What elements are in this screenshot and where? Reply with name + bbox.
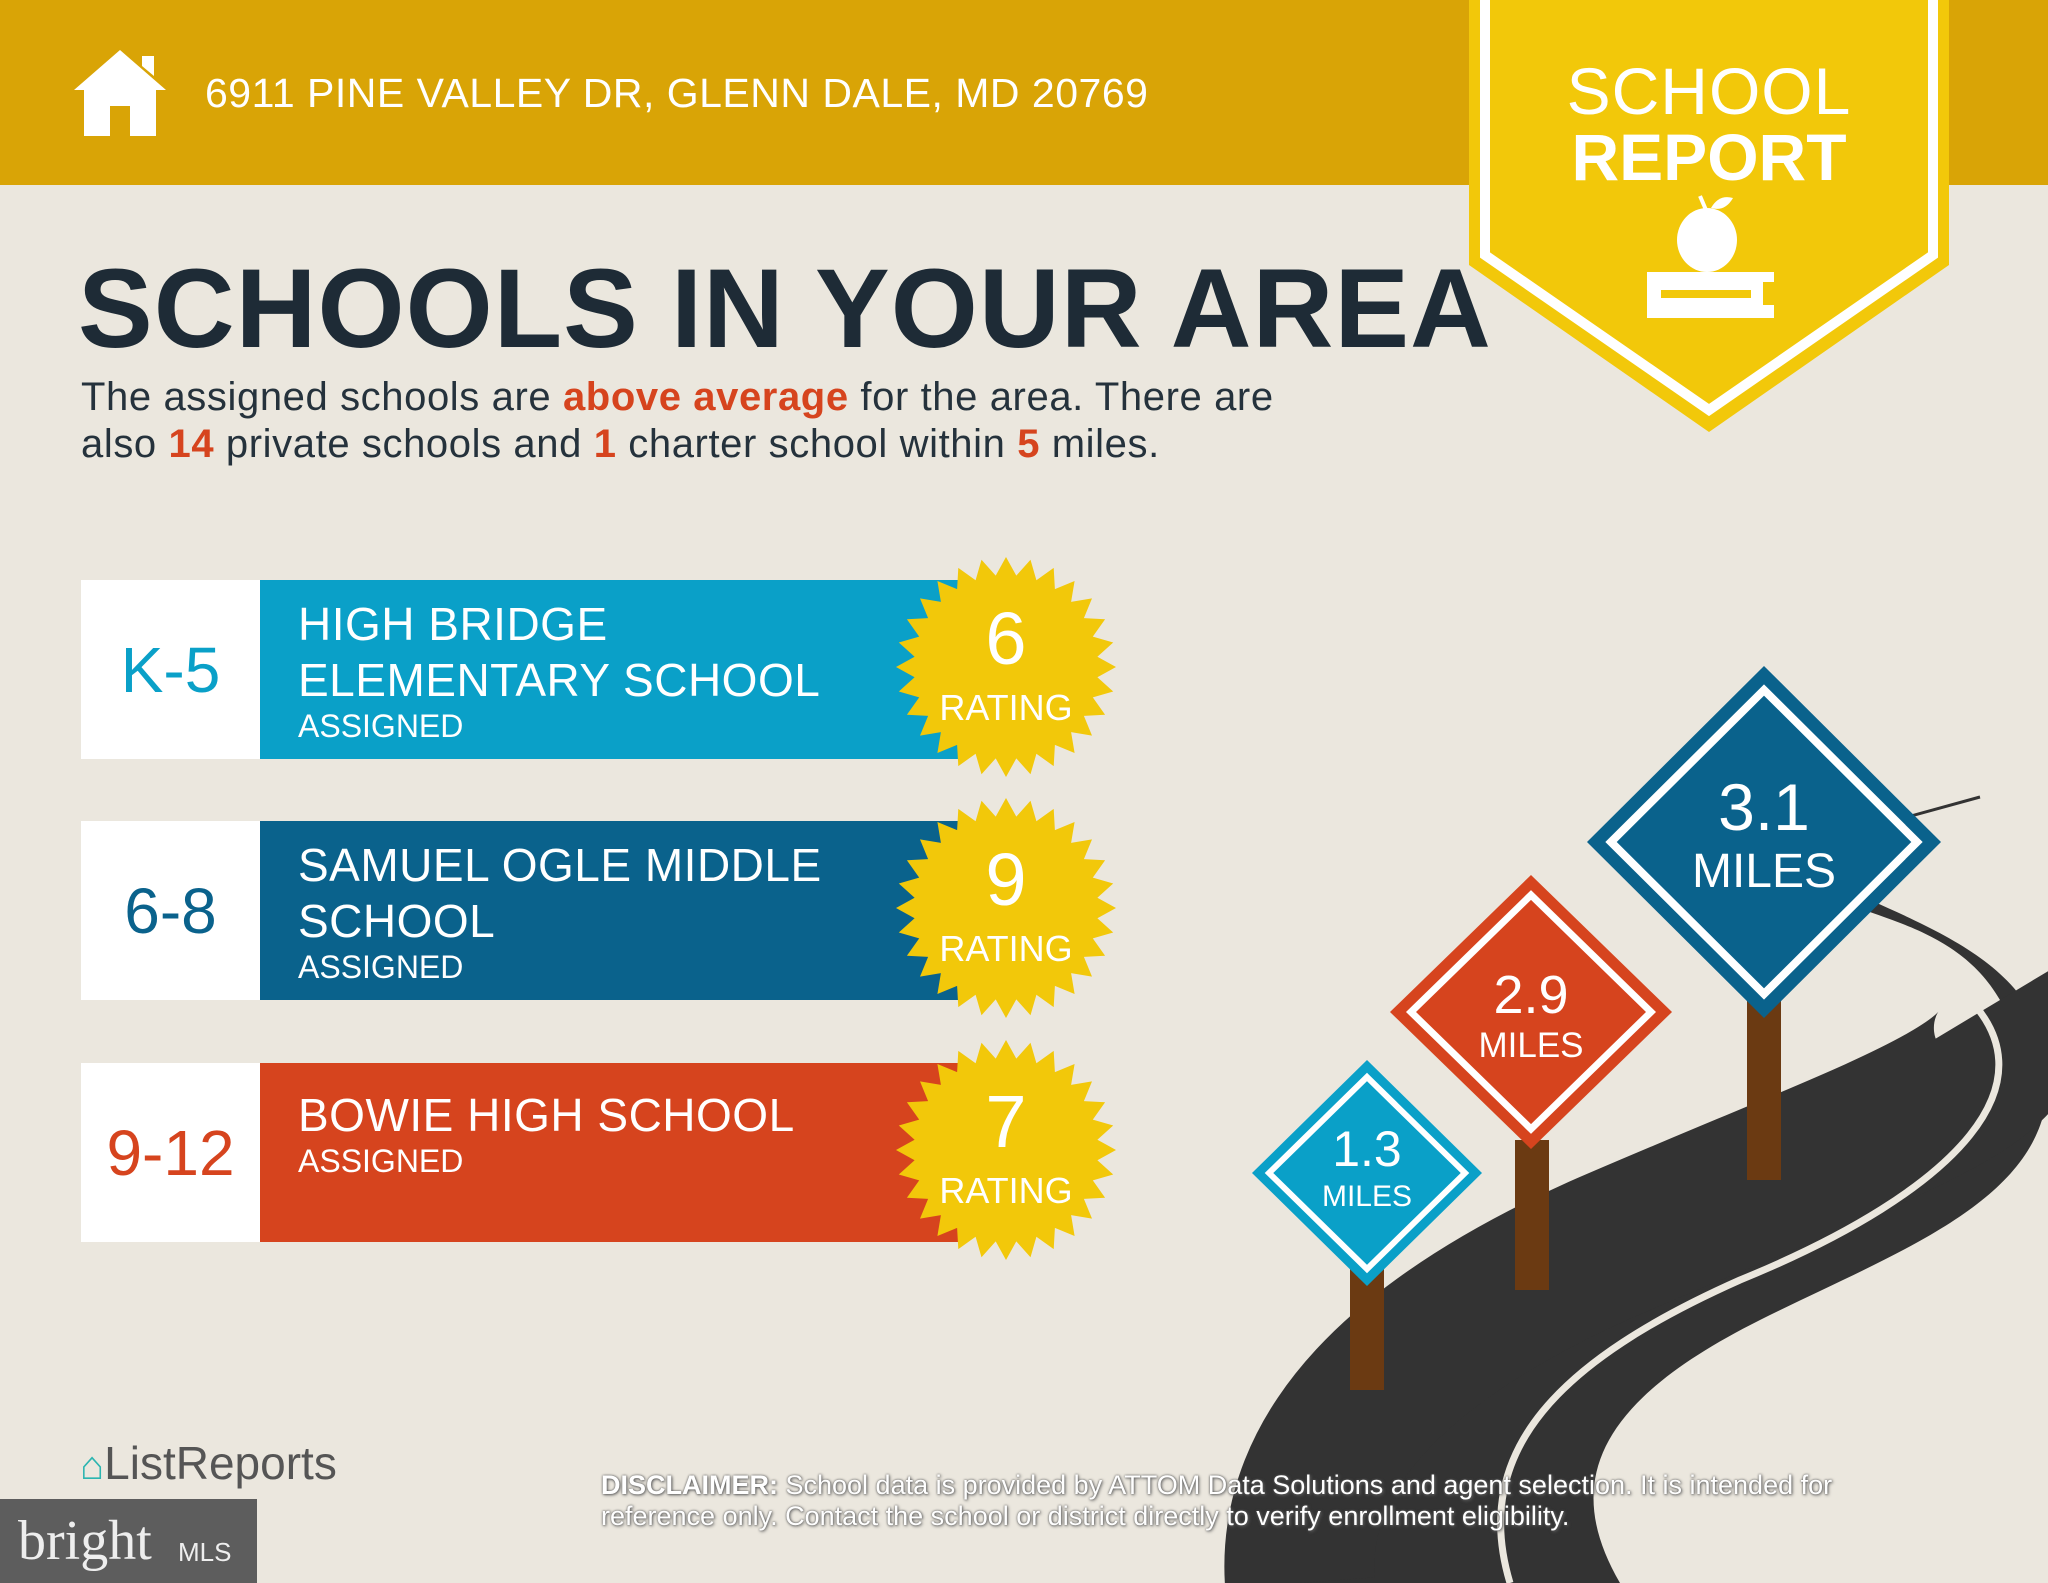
sign-post: [1515, 1140, 1549, 1290]
rating-label: RATING: [939, 687, 1073, 728]
school-bar: HIGH BRIDGE ELEMENTARY SCHOOL ASSIGNED: [260, 580, 961, 759]
badge-line-2: REPORT: [1571, 120, 1847, 194]
assignment-status: ASSIGNED: [298, 1143, 464, 1179]
sign-1-3-miles: [1252, 1060, 1482, 1286]
sign-post: [1747, 990, 1781, 1180]
subtitle-text: miles.: [1040, 422, 1160, 466]
subtitle-text: charter school within: [616, 422, 1018, 466]
assignment-status: ASSIGNED: [298, 949, 464, 985]
rating-seal-icon: [896, 1040, 1116, 1260]
house-icon: [74, 50, 166, 136]
bright-wordmark: bright: [18, 1510, 152, 1572]
road-center-line: [1497, 906, 2003, 1583]
subtitle-line-2: also 14 private schools and 1 charter sc…: [81, 422, 1160, 466]
rating-value: 9: [985, 838, 1027, 921]
school-name: SCHOOL: [298, 895, 496, 947]
sign-3-1-miles: [1587, 666, 1941, 1018]
mls-wordmark: MLS: [178, 1537, 232, 1567]
sign-unit: MILES: [1691, 845, 1837, 898]
sign-distance: 2.9: [1493, 965, 1569, 1025]
assignment-status: ASSIGNED: [298, 708, 464, 744]
school-row-middle: 6-8 SAMUEL OGLE MIDDLE SCHOOL ASSIGNED: [81, 821, 961, 1000]
disclaimer-text: School data is provided by ATTOM Data So…: [601, 1470, 1833, 1531]
school-row-elementary: K-5 HIGH BRIDGE ELEMENTARY SCHOOL ASSIGN…: [81, 580, 961, 759]
badge-line-1: SCHOOL: [1566, 54, 1852, 128]
sign-distance: 1.3: [1332, 1121, 1402, 1177]
rating-value: 6: [985, 597, 1027, 680]
listreports-logo: ⌂ListReports: [80, 1440, 337, 1486]
school-name: BOWIE HIGH SCHOOL: [298, 1089, 795, 1141]
sign-unit: MILES: [1478, 1026, 1584, 1065]
disclaimer: DISCLAIMER: School data is provided by A…: [601, 1470, 1941, 1532]
apple-on-book-icon: [1647, 195, 1774, 318]
subtitle-text: also: [81, 422, 169, 466]
school-name: HIGH BRIDGE: [298, 598, 608, 650]
highlight-charter-count: 1: [593, 422, 617, 466]
rating-label: RATING: [939, 1170, 1073, 1211]
rating-value: 7: [985, 1080, 1027, 1163]
school-name: SAMUEL OGLE MIDDLE: [298, 839, 822, 891]
school-bar: BOWIE HIGH SCHOOL ASSIGNED: [260, 1063, 961, 1242]
sign-distance: 3.1: [1718, 770, 1810, 844]
grade-range: K-5: [81, 580, 260, 759]
school-bar: SAMUEL OGLE MIDDLE SCHOOL ASSIGNED: [260, 821, 961, 1000]
property-address: 6911 PINE VALLEY DR, GLENN DALE, MD 2076…: [205, 70, 1149, 116]
listreports-wordmark: ListReports: [104, 1437, 337, 1489]
disclaimer-label: DISCLAIMER:: [601, 1470, 778, 1500]
sign-2-9-miles: [1390, 875, 1672, 1149]
school-name: ELEMENTARY SCHOOL: [298, 654, 821, 706]
school-row-high: 9-12 BOWIE HIGH SCHOOL ASSIGNED: [81, 1063, 961, 1242]
road-body: [1224, 971, 2048, 1583]
listreports-house-icon: ⌂: [80, 1444, 105, 1488]
subtitle-text: private schools and: [214, 422, 594, 466]
grade-range: 9-12: [81, 1063, 260, 1242]
subtitle-text: The assigned schools are: [81, 375, 563, 419]
page-title: SCHOOLS IN YOUR AREA: [78, 246, 1492, 371]
bright-mls-logo: bright MLS: [0, 1499, 257, 1583]
highlight-above-average: above average: [562, 375, 849, 419]
subtitle-line-1: The assigned schools are above average f…: [81, 375, 1274, 419]
subtitle-text: for the area. There are: [848, 375, 1274, 419]
highlight-miles: 5: [1017, 422, 1041, 466]
rating-seal-icon: [896, 557, 1116, 777]
grade-range: 6-8: [81, 821, 260, 1000]
rating-seal-icon: [896, 798, 1116, 1018]
sign-unit: MILES: [1321, 1180, 1413, 1213]
highlight-private-count: 14: [168, 422, 215, 466]
rating-label: RATING: [939, 928, 1073, 969]
school-report-badge: [1469, 0, 1949, 432]
